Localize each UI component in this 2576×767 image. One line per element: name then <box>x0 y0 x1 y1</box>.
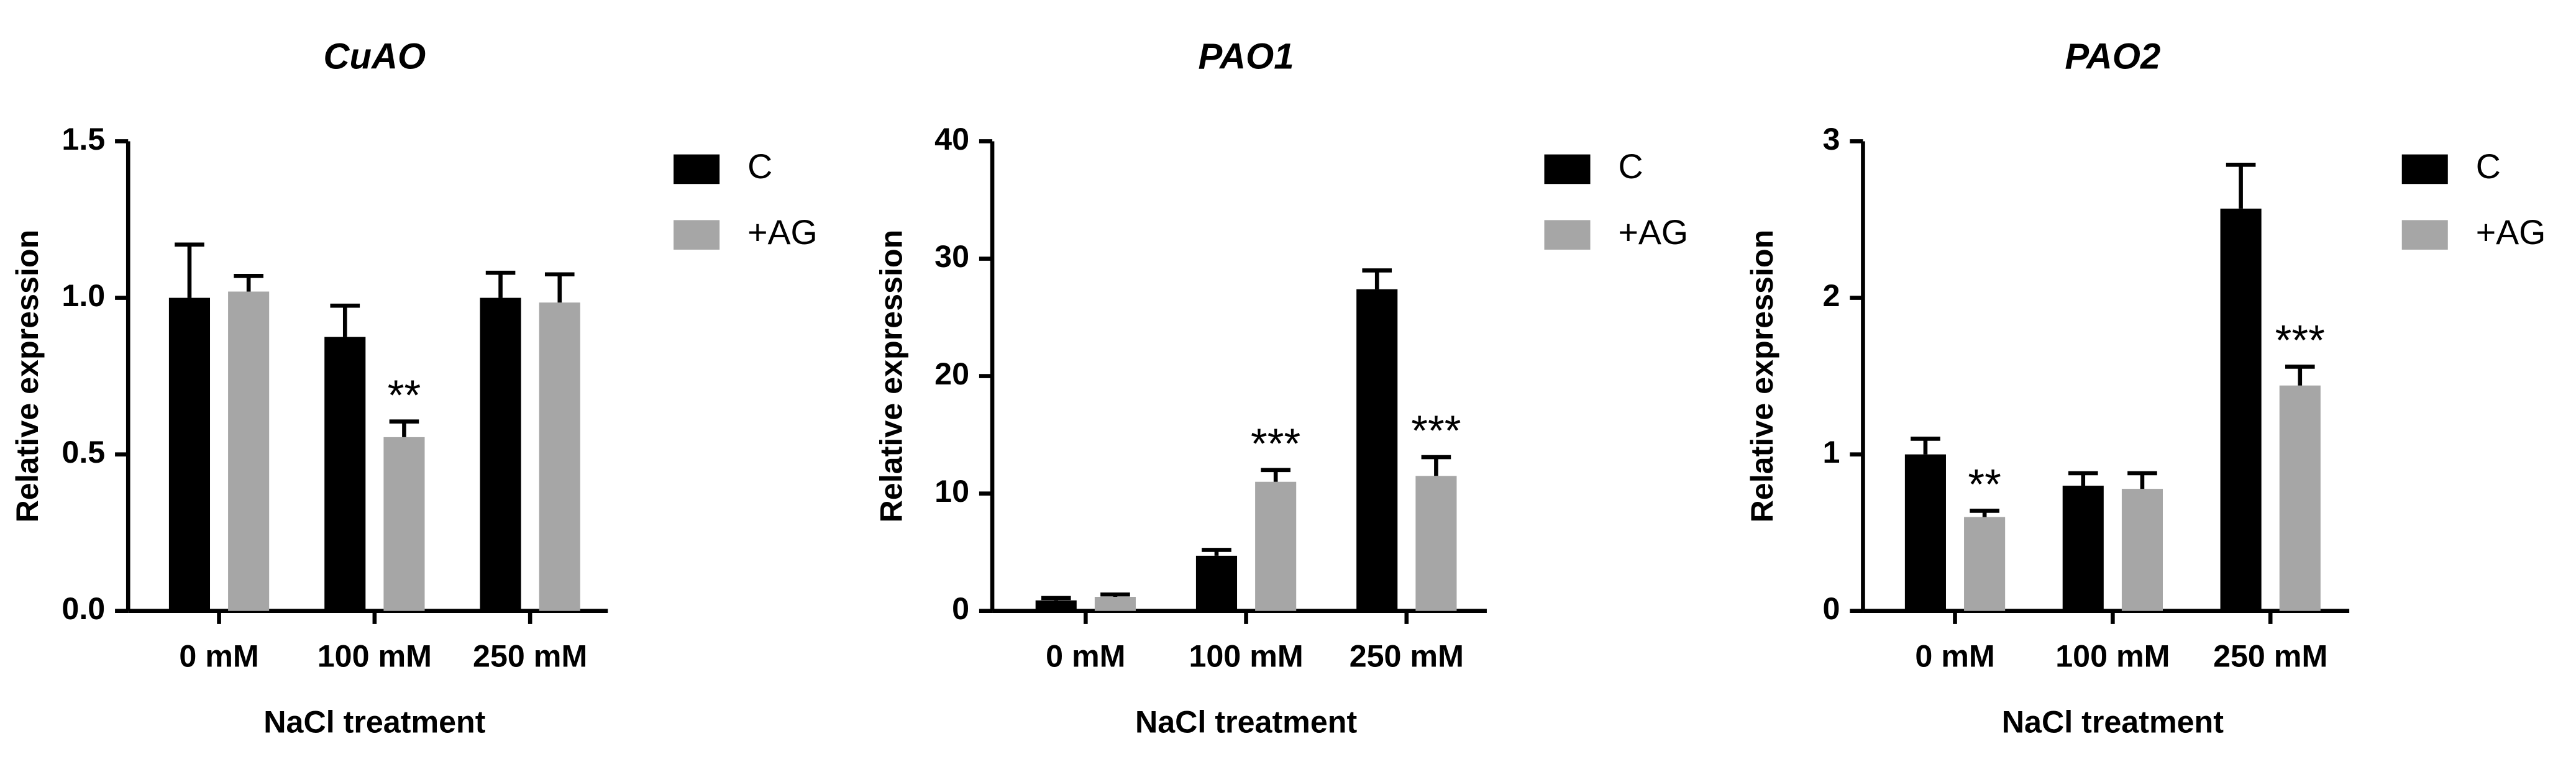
error-bar <box>1362 268 1392 289</box>
y-tick-label: 40 <box>934 122 969 157</box>
bar <box>539 302 580 611</box>
bar <box>1964 517 2006 611</box>
error-bar <box>234 273 263 292</box>
significance-label: *** <box>1251 420 1300 468</box>
legend-swatch <box>1544 220 1591 250</box>
y-tick-label: 0 <box>952 591 969 626</box>
x-tick-label: 0 mM <box>179 639 258 674</box>
bar <box>1094 597 1136 611</box>
legend-label: C <box>2476 147 2501 186</box>
y-tick-label: 2 <box>1822 278 1840 313</box>
x-tick-label: 100 mM <box>317 639 432 674</box>
legend-label: +AG <box>1618 213 1688 252</box>
significance-label: *** <box>2275 317 2325 365</box>
bar <box>2062 486 2104 611</box>
chart-title: CuAO <box>323 37 426 77</box>
error-bar <box>544 272 575 303</box>
y-tick-label: 30 <box>934 239 969 274</box>
x-tick-label: 100 mM <box>1189 639 1303 674</box>
bar <box>1415 476 1457 611</box>
y-axis-label: Relative expression <box>874 230 909 523</box>
bar <box>1035 600 1077 611</box>
legend-swatch <box>1544 154 1591 184</box>
y-tick-label: 0 <box>1822 591 1840 626</box>
x-axis-label: NaCl treatment <box>1135 704 1357 739</box>
bar <box>168 297 211 611</box>
error-bar <box>2285 365 2315 386</box>
error-bar <box>2068 471 2098 486</box>
error-bar <box>175 242 204 298</box>
x-tick-label: 0 mM <box>1046 639 1125 674</box>
legend-swatch <box>674 220 720 250</box>
x-tick-label: 0 mM <box>1915 639 1994 674</box>
y-tick-label: 1 <box>1822 435 1840 470</box>
x-tick-label: 250 mM <box>473 639 587 674</box>
error-bar <box>1970 509 1999 517</box>
y-tick-label: 3 <box>1822 122 1840 157</box>
y-tick-label: 10 <box>934 474 969 509</box>
x-tick-label: 250 mM <box>1350 639 1464 674</box>
bar <box>1255 481 1297 611</box>
y-tick-label: 1.5 <box>62 122 105 157</box>
chart-panel: PAO2 0 1 2 3 Relative expression NaCl treatmen… <box>1745 37 2546 740</box>
y-axis-label: Relative expression <box>1745 230 1779 523</box>
chart-panel: PAO1 0 10 20 30 40 Relative expression NaCl tre… <box>874 37 1688 740</box>
legend-label: +AG <box>747 213 818 252</box>
y-tick-label: 0.5 <box>62 435 105 470</box>
legend-swatch <box>674 154 720 184</box>
significance-label: *** <box>1411 407 1461 455</box>
y-axis-label: Relative expression <box>10 230 45 523</box>
error-bar <box>485 270 516 298</box>
y-tick-label: 20 <box>934 356 969 391</box>
error-bar <box>1202 548 1231 556</box>
chart-panel: CuAO 0.0 0.5 1.0 1.5 Relative expression NaCl … <box>10 37 818 740</box>
bar <box>383 437 425 611</box>
bar <box>2279 385 2321 611</box>
x-tick-label: 250 mM <box>2213 639 2327 674</box>
x-axis-label: NaCl treatment <box>2002 704 2224 739</box>
bar <box>324 337 366 611</box>
legend-swatch <box>2401 220 2448 250</box>
bar <box>228 291 270 611</box>
y-tick-label: 0.0 <box>62 591 105 626</box>
error-bar <box>330 303 360 337</box>
bar <box>1195 555 1238 611</box>
bar <box>480 297 521 611</box>
chart-title: PAO1 <box>1199 37 1294 77</box>
significance-label: ** <box>1968 461 2001 509</box>
significance-label: ** <box>388 371 421 419</box>
legend-swatch <box>2401 154 2448 184</box>
chart-title: PAO2 <box>2065 37 2160 77</box>
error-bar <box>1041 596 1071 601</box>
bar <box>1356 289 1398 611</box>
error-bar <box>2127 471 2157 489</box>
error-bar <box>1421 455 1451 476</box>
x-tick-label: 100 mM <box>2055 639 2170 674</box>
x-axis-label: NaCl treatment <box>263 704 485 739</box>
legend-label: C <box>747 147 772 186</box>
error-bar <box>1261 468 1290 482</box>
y-tick-label: 1.0 <box>62 278 105 313</box>
error-bar <box>1911 437 1940 455</box>
error-bar <box>2226 162 2256 209</box>
error-bar <box>1100 592 1130 597</box>
bar <box>2121 489 2163 611</box>
legend-label: +AG <box>2476 213 2546 252</box>
legend-label: C <box>1618 147 1643 186</box>
error-bar <box>389 419 419 437</box>
bar <box>1904 454 1946 611</box>
bar <box>2220 208 2262 611</box>
